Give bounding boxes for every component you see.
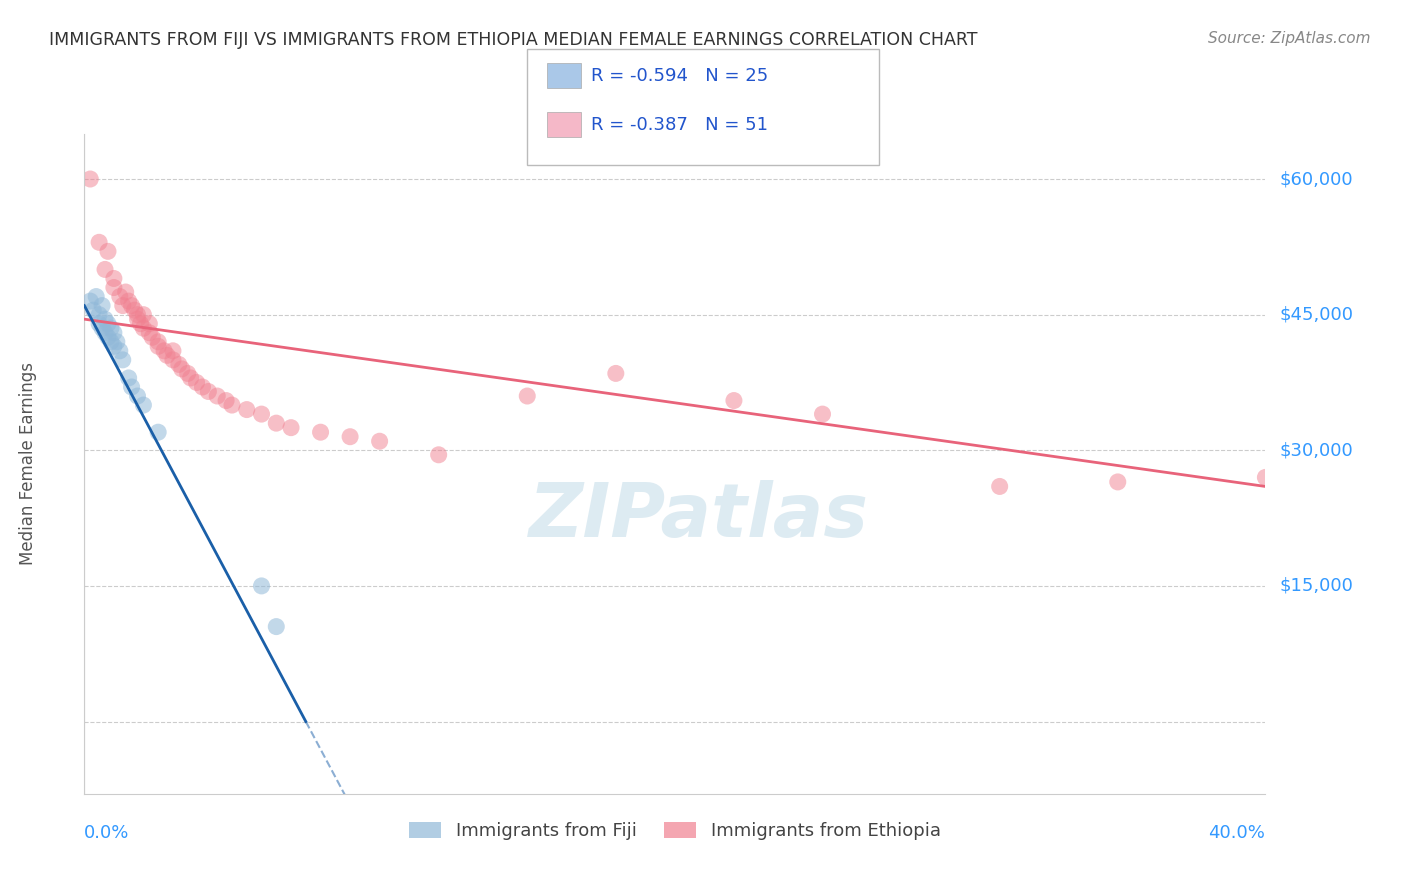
Point <box>97 244 120 259</box>
Point <box>215 393 238 408</box>
Point <box>339 430 361 444</box>
Point <box>118 371 141 385</box>
Point <box>1107 475 1129 489</box>
Text: 40.0%: 40.0% <box>1209 823 1265 841</box>
Point <box>191 380 214 394</box>
Point <box>141 330 163 344</box>
Point <box>87 235 111 250</box>
Point <box>103 339 125 353</box>
Point <box>156 348 179 362</box>
Point <box>121 299 143 313</box>
Point <box>84 289 107 303</box>
Point <box>197 384 219 399</box>
Point <box>132 308 155 322</box>
Point <box>127 308 149 322</box>
Point <box>167 357 190 371</box>
Point <box>118 294 141 309</box>
Point <box>103 280 125 294</box>
Point <box>79 294 101 309</box>
Point <box>97 317 120 331</box>
Point <box>127 389 149 403</box>
Point <box>177 367 200 381</box>
Point <box>605 367 627 381</box>
Point <box>250 579 273 593</box>
Text: ZIPatlas: ZIPatlas <box>529 480 869 553</box>
Point <box>427 448 450 462</box>
Point <box>148 339 170 353</box>
Point <box>170 362 193 376</box>
Point <box>121 380 143 394</box>
Point <box>153 343 176 358</box>
Point <box>94 326 117 340</box>
Point <box>103 326 125 340</box>
Point <box>100 334 122 349</box>
Point <box>264 619 288 633</box>
Point <box>811 407 834 421</box>
Point <box>87 317 111 331</box>
Point <box>988 479 1011 493</box>
Point <box>111 352 134 367</box>
Text: $30,000: $30,000 <box>1279 442 1354 459</box>
Point <box>368 434 391 449</box>
Point <box>138 317 160 331</box>
Point <box>186 376 208 390</box>
Point <box>162 352 184 367</box>
Legend: Immigrants from Fiji, Immigrants from Ethiopia: Immigrants from Fiji, Immigrants from Et… <box>402 815 948 847</box>
Point <box>148 334 170 349</box>
Point <box>100 321 122 335</box>
Point <box>79 172 101 186</box>
Point <box>138 326 160 340</box>
Point <box>205 389 228 403</box>
Point <box>91 321 114 335</box>
Point <box>264 416 288 430</box>
Text: Median Female Earnings: Median Female Earnings <box>18 362 37 566</box>
Text: IMMIGRANTS FROM FIJI VS IMMIGRANTS FROM ETHIOPIA MEDIAN FEMALE EARNINGS CORRELAT: IMMIGRANTS FROM FIJI VS IMMIGRANTS FROM … <box>49 31 977 49</box>
Point <box>127 312 149 326</box>
Point <box>180 371 202 385</box>
Point <box>94 312 117 326</box>
Point <box>516 389 538 403</box>
Point <box>280 420 302 434</box>
Text: R = -0.387   N = 51: R = -0.387 N = 51 <box>591 116 768 134</box>
Point <box>132 321 155 335</box>
Point <box>103 271 125 285</box>
Text: $15,000: $15,000 <box>1279 577 1354 595</box>
Point <box>221 398 243 412</box>
Point <box>235 402 259 417</box>
Point <box>309 425 332 440</box>
Point <box>111 299 134 313</box>
Text: 0.0%: 0.0% <box>84 823 129 841</box>
Point <box>132 398 155 412</box>
Point <box>114 285 136 299</box>
Point <box>250 407 273 421</box>
Point <box>108 343 131 358</box>
Text: $45,000: $45,000 <box>1279 306 1354 324</box>
Point <box>148 425 170 440</box>
Point <box>105 334 128 349</box>
Point <box>108 289 131 303</box>
Text: Source: ZipAtlas.com: Source: ZipAtlas.com <box>1208 31 1371 46</box>
Point <box>94 262 117 277</box>
Text: R = -0.594   N = 25: R = -0.594 N = 25 <box>591 67 768 85</box>
Point <box>162 343 184 358</box>
Text: $60,000: $60,000 <box>1279 170 1353 188</box>
Point <box>124 303 146 318</box>
Point <box>129 317 152 331</box>
Point <box>87 308 111 322</box>
Point <box>97 330 120 344</box>
Point <box>91 299 114 313</box>
Point <box>82 303 104 318</box>
Point <box>723 393 745 408</box>
Point <box>1254 470 1277 484</box>
